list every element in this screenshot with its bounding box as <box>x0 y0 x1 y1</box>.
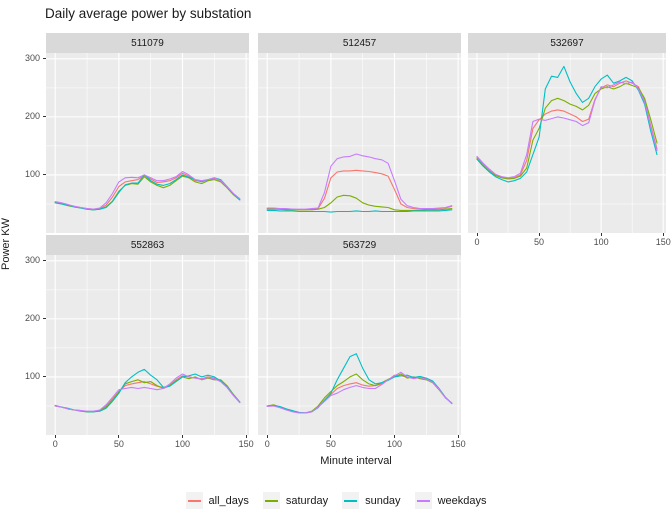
chart-title: Daily average power by substation <box>45 6 252 21</box>
series-line-weekdays <box>54 170 241 210</box>
y-tick-label: 300 <box>24 255 40 266</box>
legend-item-saturday: saturday <box>262 492 329 509</box>
series-line-weekdays <box>266 153 453 210</box>
x-axis-title: Minute interval <box>320 455 392 467</box>
facet-panel-563729 <box>258 255 461 435</box>
series-line-weekdays <box>476 81 658 179</box>
y-tick-label: 300 <box>24 53 40 64</box>
legend-key-weekdays <box>414 492 432 509</box>
x-tick <box>457 435 459 438</box>
facet-strip-512457: 512457 <box>258 33 461 53</box>
series-line-weekdays <box>54 373 241 412</box>
x-tick-label: 50 <box>325 439 336 449</box>
x-tick-label: 0 <box>52 439 58 449</box>
series-line-sunday <box>476 65 658 183</box>
series-line-sunday <box>266 209 453 213</box>
y-tick <box>43 58 46 60</box>
legend-key-sunday <box>342 492 360 509</box>
facet-panel-532697 <box>468 53 666 233</box>
x-tick-label: 100 <box>593 237 609 247</box>
x-tick <box>662 233 664 236</box>
x-tick-label: 150 <box>655 237 671 247</box>
y-tick <box>43 318 46 320</box>
legend-key-line <box>264 499 278 502</box>
x-tick <box>266 435 268 438</box>
legend-item-all_days: all_days <box>185 492 249 509</box>
series-line-weekdays <box>266 371 453 414</box>
legend-label-all_days: all_days <box>208 494 249 507</box>
x-tick <box>330 435 332 438</box>
legend-label-sunday: sunday <box>365 494 401 507</box>
facet-panel-512457 <box>258 53 461 233</box>
series-line-saturday <box>266 194 453 211</box>
x-tick <box>118 435 120 438</box>
y-tick <box>43 260 46 262</box>
facet-strip-532697: 532697 <box>468 33 666 53</box>
x-tick <box>182 435 183 438</box>
x-tick-label: 50 <box>113 439 124 449</box>
x-tick-label: 100 <box>386 439 403 449</box>
x-tick-label: 100 <box>174 439 191 449</box>
x-tick <box>538 233 540 236</box>
y-tick <box>43 376 46 378</box>
y-tick-label: 200 <box>24 111 40 122</box>
series-line-all_days <box>476 80 658 179</box>
legend-key-all_days <box>185 492 203 509</box>
y-tick-label: 100 <box>24 371 40 382</box>
legend-label-weekdays: weekdays <box>437 494 487 507</box>
legend-key-line <box>187 499 201 502</box>
facet-strip-563729: 563729 <box>258 235 461 255</box>
facet-panel-511079 <box>46 53 249 233</box>
legend-key-line <box>416 499 430 502</box>
y-tick <box>43 116 46 118</box>
x-tick-label: 150 <box>450 439 466 449</box>
legend-key-line <box>344 499 358 502</box>
y-axis-title: Power KW <box>0 218 12 270</box>
facet-strip-552863: 552863 <box>46 235 249 255</box>
legend-key-saturday <box>262 492 280 509</box>
y-tick-label: 200 <box>24 313 40 324</box>
x-tick <box>394 435 395 438</box>
x-tick-label: 0 <box>264 439 270 449</box>
legend-item-sunday: sunday <box>342 492 401 509</box>
series-line-sunday <box>266 353 453 414</box>
legend-label-saturday: saturday <box>285 494 329 507</box>
legend-item-weekdays: weekdays <box>414 492 487 509</box>
x-tick-label: 150 <box>238 439 254 449</box>
y-tick <box>43 174 46 176</box>
x-tick-label: 0 <box>474 237 480 247</box>
x-tick <box>600 233 602 236</box>
x-tick <box>54 435 56 438</box>
x-tick-label: 50 <box>534 237 545 247</box>
x-tick <box>245 435 247 438</box>
legend: all_days saturday sunday weekdays <box>0 492 672 509</box>
x-tick <box>476 233 478 236</box>
facet-panel-552863 <box>46 255 249 435</box>
y-tick-label: 100 <box>24 169 40 180</box>
facet-strip-511079: 511079 <box>46 33 249 53</box>
